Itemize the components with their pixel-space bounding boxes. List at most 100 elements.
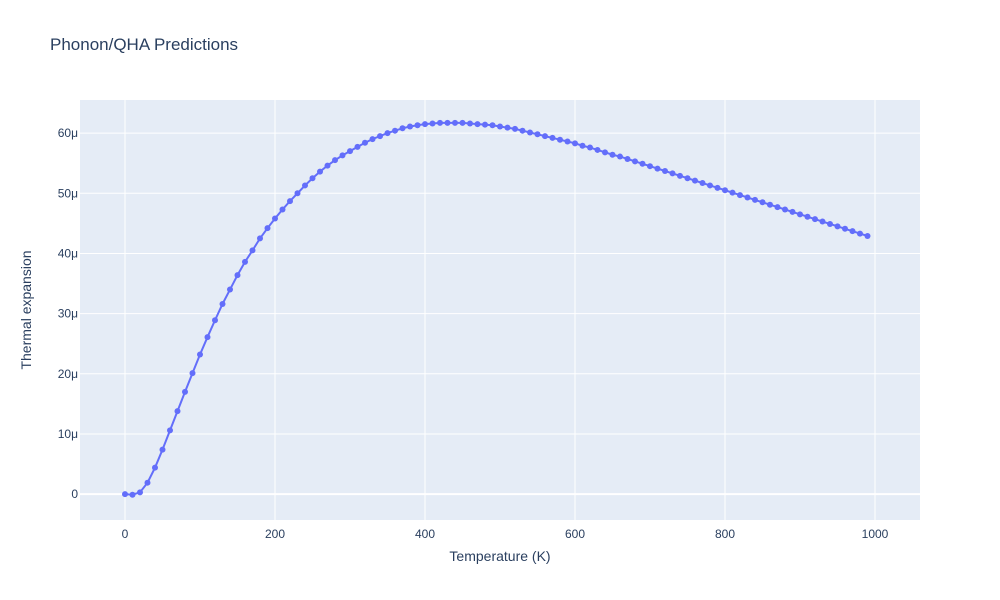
data-point [842, 225, 848, 232]
chart-title: Phonon/QHA Predictions [50, 35, 238, 54]
data-point [542, 133, 548, 140]
data-point [482, 121, 488, 128]
data-point [429, 120, 436, 127]
data-point [392, 127, 398, 134]
data-point [137, 489, 143, 496]
data-point [519, 127, 526, 134]
data-point [692, 177, 698, 184]
data-point [759, 199, 766, 206]
data-point [797, 211, 803, 218]
data-point [864, 232, 871, 239]
tick-labels: 0 200 400 600 800 1000 0 10μ 20μ 30μ 40μ 50μ 60μ [58, 126, 889, 541]
data-point [647, 163, 653, 170]
data-point [767, 201, 773, 208]
data-point [849, 228, 856, 235]
data-point [302, 182, 308, 189]
data-point [752, 196, 758, 203]
data-point [512, 125, 518, 132]
x-tick-label: 1000 [862, 527, 889, 541]
data-point [287, 198, 293, 205]
data-point [377, 133, 383, 140]
data-point [789, 208, 796, 215]
data-point [129, 491, 136, 498]
data-point [549, 134, 556, 141]
data-point [812, 216, 818, 223]
data-point [204, 334, 211, 341]
data-point [714, 184, 721, 191]
data-point [774, 204, 781, 211]
data-point [339, 152, 346, 159]
data-point [639, 160, 646, 167]
data-point [527, 129, 533, 136]
x-axis-title: Temperature (K) [449, 548, 550, 564]
data-point [684, 175, 691, 182]
data-point [497, 123, 503, 130]
data-point [707, 182, 713, 189]
data-point [227, 286, 233, 293]
data-point [489, 122, 496, 129]
data-point [182, 388, 188, 395]
data-markers [122, 119, 871, 498]
data-point [332, 157, 338, 164]
data-point [197, 351, 203, 358]
data-point [257, 235, 263, 242]
y-tick-label: 60μ [58, 126, 78, 140]
y-axis-title: Thermal expansion [18, 250, 34, 369]
data-point [834, 223, 841, 230]
grid [80, 100, 920, 520]
data-point [452, 119, 458, 126]
data-point [782, 206, 788, 213]
data-point [294, 190, 301, 197]
data-point [594, 146, 601, 153]
data-point [579, 142, 586, 149]
data-point [744, 194, 751, 201]
data-point [144, 479, 151, 486]
data-point [384, 130, 391, 137]
data-point [857, 230, 863, 237]
y-tick-label: 20μ [58, 367, 78, 381]
data-point [437, 119, 443, 126]
data-point [587, 144, 593, 151]
data-point [279, 206, 286, 213]
data-point [467, 120, 473, 127]
data-point [459, 119, 466, 126]
data-point [602, 149, 608, 156]
y-tick-label: 50μ [58, 186, 78, 200]
data-point [819, 218, 826, 225]
data-point [369, 136, 376, 143]
data-point [317, 168, 323, 175]
data-point [212, 317, 218, 324]
data-point [804, 213, 811, 220]
data-point [654, 165, 661, 172]
data-point [632, 158, 638, 165]
data-point [249, 247, 256, 254]
data-point [617, 153, 623, 160]
plot-area [80, 100, 920, 520]
x-tick-label: 0 [122, 527, 129, 541]
data-point [737, 192, 743, 199]
data-point [564, 138, 571, 145]
y-tick-label: 40μ [58, 246, 78, 260]
data-point [474, 121, 481, 128]
y-tick-label: 30μ [58, 307, 78, 321]
data-point [414, 122, 421, 129]
y-tick-label: 10μ [58, 427, 78, 441]
data-point [264, 225, 271, 232]
data-point [272, 215, 278, 222]
x-tick-label: 800 [715, 527, 735, 541]
data-point [444, 119, 451, 126]
data-point [504, 124, 511, 131]
data-point [722, 187, 728, 194]
y-tick-label: 0 [71, 487, 78, 501]
data-point [557, 136, 563, 143]
data-point [347, 148, 353, 155]
data-point [174, 408, 181, 415]
data-point [234, 272, 241, 279]
data-point [609, 151, 616, 158]
data-point [167, 427, 173, 434]
data-point [242, 258, 248, 265]
data-point [399, 125, 406, 132]
data-point [669, 170, 676, 177]
data-point [572, 140, 578, 147]
